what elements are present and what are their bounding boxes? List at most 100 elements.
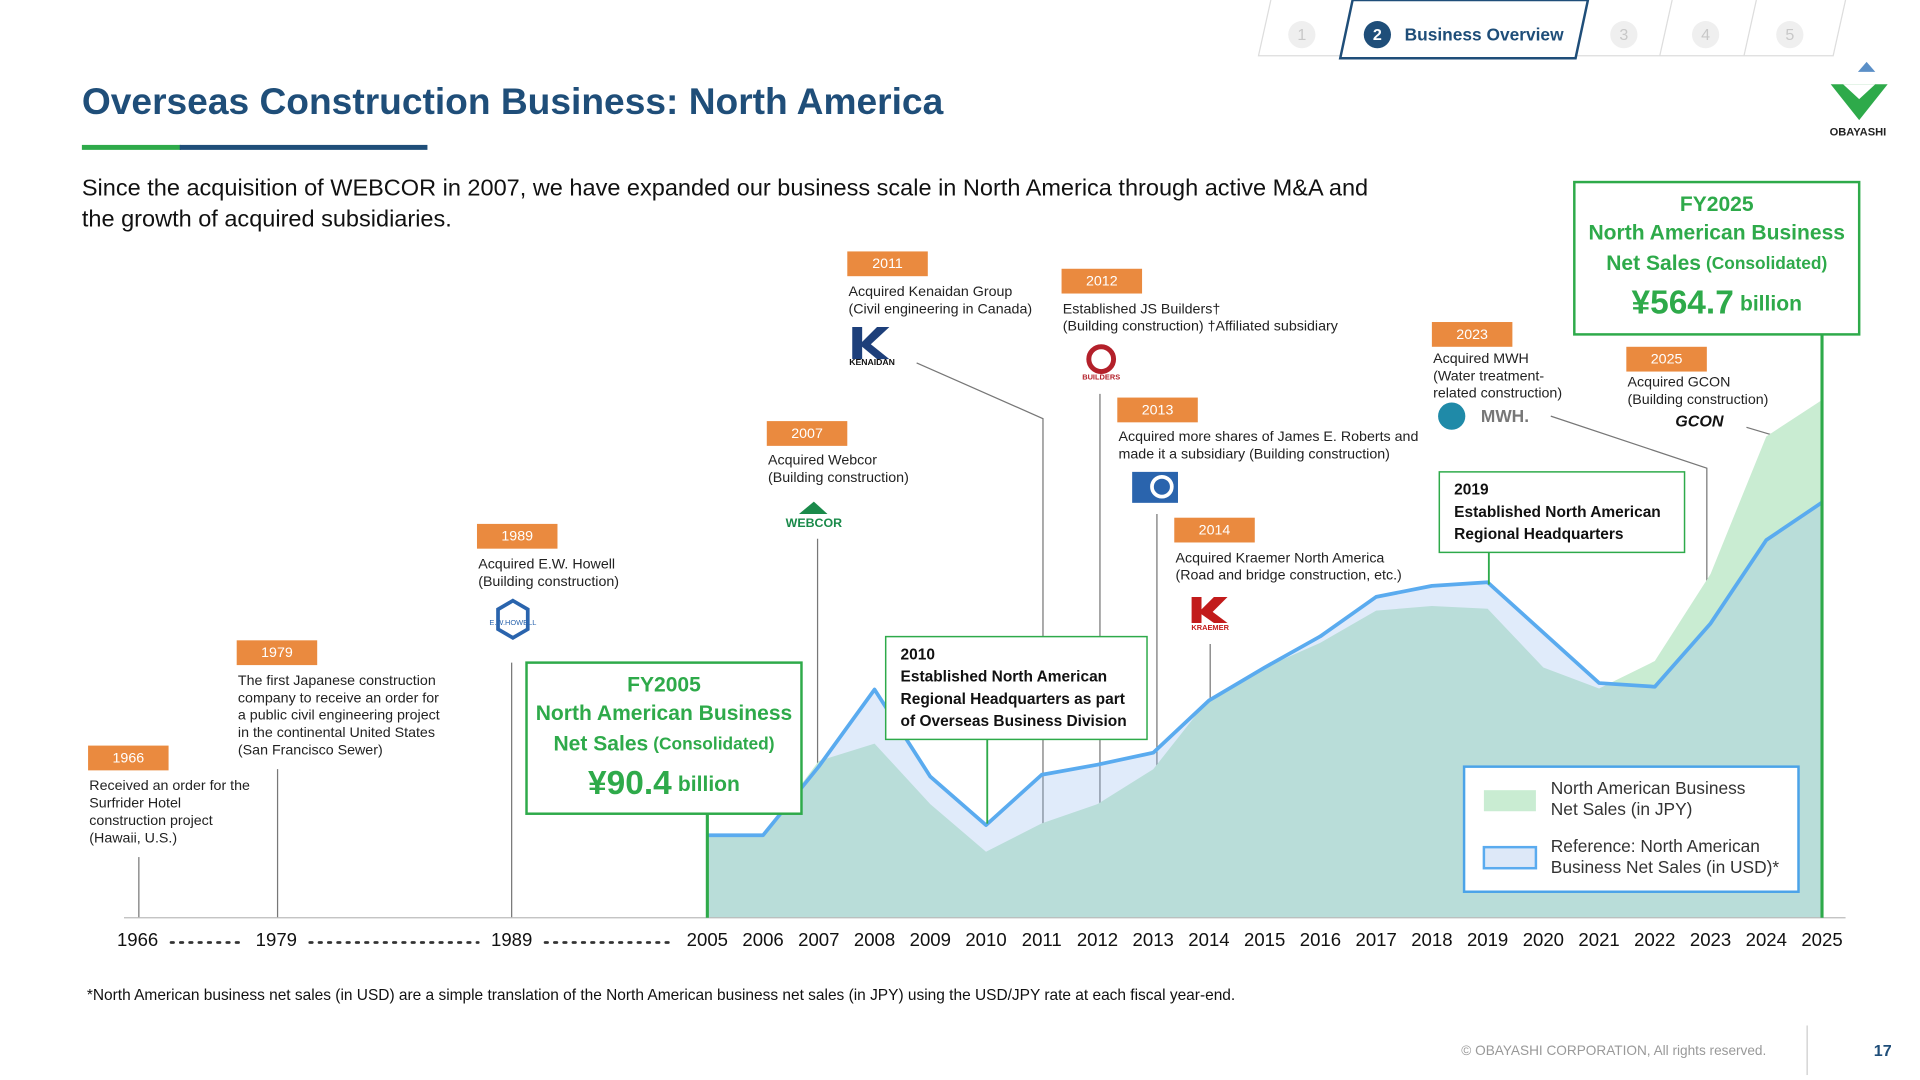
milestone-text: Regional Headquarters as part — [901, 691, 1125, 708]
active-tab[interactable] — [1338, 0, 1590, 60]
page-number: 17 — [1874, 1042, 1892, 1060]
event-text: Acquired Kenaidan Group — [849, 284, 1013, 300]
event-text: The first Japanese construction — [238, 673, 436, 689]
event-text: Acquired more shares of James E. Roberts… — [1119, 429, 1419, 445]
year-tag-label: 2025 — [1651, 352, 1683, 368]
legend-entry: North American Business Net Sales (in JP… — [1551, 778, 1746, 819]
logo-mark — [1830, 84, 1888, 121]
logo-graphic — [852, 326, 890, 360]
year-tag-label: 2013 — [1142, 402, 1174, 418]
x-tick-label: 1989 — [491, 929, 532, 950]
nav-tab[interactable] — [1363, 21, 1392, 49]
year-tag — [1431, 322, 1513, 347]
event-text: construction project — [89, 813, 212, 829]
year-tag — [476, 523, 558, 549]
nav-tab[interactable] — [1288, 21, 1316, 49]
copyright: © OBAYASHI CORPORATION, All rights reser… — [1461, 1043, 1766, 1058]
event-text: (Hawaii, U.S.) — [89, 830, 177, 846]
x-tick-label: 1966 — [117, 929, 158, 950]
company-logo: E.W.HOWELL — [489, 618, 536, 627]
x-tick-label: 2007 — [798, 929, 839, 950]
x-tick-label: 2008 — [854, 929, 895, 950]
x-tick-label: 2013 — [1133, 929, 1174, 950]
x-tick-label: 2014 — [1188, 929, 1229, 950]
milestone-text: 2019 — [1454, 482, 1489, 499]
milestone-text: Regional Headquarters — [1454, 526, 1623, 543]
event-text: (San Francisco Sewer) — [238, 742, 383, 758]
fy-basis: (Consolidated) — [1706, 252, 1827, 272]
subtitle: the growth of acquired subsidiaries. — [82, 206, 452, 232]
nav-tab[interactable] — [1610, 21, 1638, 49]
logo-mark — [1857, 61, 1876, 72]
milestone-box — [884, 635, 1148, 741]
milestone-text: 2010 — [901, 646, 935, 663]
x-tick-label: 2018 — [1411, 929, 1452, 950]
nav-divider — [1659, 0, 1673, 56]
fy-amount: ¥564.7 billion — [1632, 285, 1802, 322]
x-tick-label: 2025 — [1801, 929, 1842, 950]
company-logo: MWH. — [1481, 406, 1529, 426]
x-tick-label: 2010 — [965, 929, 1006, 950]
milestone-text: of Overseas Business Division — [901, 713, 1127, 730]
fy-amount: ¥90.4 — [588, 765, 672, 802]
event-text: Acquired Kraemer North America — [1176, 550, 1385, 566]
event-text: (Civil engineering in Canada) — [849, 301, 1033, 317]
x-tick-label: 2021 — [1578, 929, 1619, 950]
year-tag-label: 2012 — [1086, 274, 1118, 290]
event-text: (Water treatment- — [1433, 368, 1544, 384]
company-logo: KENAIDAN — [849, 357, 895, 367]
nav-tab-number: 1 — [1297, 26, 1306, 44]
x-tick-label: 2011 — [1022, 929, 1062, 950]
event-text: Acquired GCON — [1628, 374, 1731, 390]
logo-graphic — [1150, 474, 1174, 499]
nav-tab-number: 2 — [1373, 26, 1382, 44]
fy-callout — [1573, 180, 1861, 336]
x-tick-label: 1979 — [256, 929, 297, 950]
fy-label: FY2005 — [627, 674, 701, 697]
x-tick-label: 2012 — [1077, 929, 1118, 950]
year-tag — [766, 421, 848, 446]
fy-net-sales: Net Sales — [553, 732, 648, 755]
fy-net-sales: Net Sales (Consolidated) — [1606, 251, 1827, 274]
event-text: Surfrider Hotel — [89, 796, 181, 812]
legend-swatch — [1482, 845, 1538, 870]
event-text: Received an order for the — [89, 778, 250, 794]
event-text: Acquired E.W. Howell — [478, 557, 615, 573]
x-tick-label: 2016 — [1300, 929, 1341, 950]
company-logo: KRAEMER — [1191, 623, 1229, 632]
nav-tab-number: 3 — [1619, 26, 1628, 44]
x-tick-label: 2024 — [1746, 929, 1787, 950]
nav-tab[interactable] — [1691, 21, 1720, 49]
logo-graphic — [496, 598, 530, 640]
annotations: 1966 Received an order for the Surfrider H… — [88, 180, 1861, 893]
year-tag-label: 2011 — [872, 256, 903, 272]
nav-tab-number: 4 — [1701, 26, 1710, 44]
event-text: a public civil engineering project — [238, 708, 440, 724]
event-text: (Building construction) — [768, 470, 909, 486]
event-text: Established JS Builders† — [1063, 301, 1220, 317]
nav-tab[interactable] — [1776, 21, 1804, 49]
event-text: Acquired MWH — [1433, 351, 1529, 367]
year-tag — [1061, 268, 1143, 294]
fy-net-sales: Net Sales (Consolidated) — [553, 732, 774, 755]
milestone-text: Established North American — [1454, 504, 1661, 521]
x-tick-label: 2006 — [742, 929, 783, 950]
year-tag — [1117, 397, 1198, 423]
fy-amount: ¥564.7 — [1632, 285, 1734, 322]
milestone-box — [1438, 471, 1686, 554]
event-text: (Road and bridge construction, etc.) — [1176, 568, 1402, 584]
fy-unit: billion — [1740, 292, 1802, 315]
logo-text: OBAYASHI — [1830, 126, 1887, 138]
event-text: made it a subsidiary (Building construct… — [1119, 446, 1390, 462]
logo-graphic — [798, 501, 828, 514]
year-tag-label: 1979 — [261, 645, 293, 661]
year-tag — [236, 640, 318, 666]
x-tick-label: 2023 — [1690, 929, 1731, 950]
fy-unit: billion — [678, 773, 740, 796]
x-tick-label: 2009 — [910, 929, 951, 950]
nav-tab-number: 5 — [1785, 26, 1794, 44]
legend-swatch — [1483, 790, 1536, 812]
year-tag-label: 1989 — [501, 529, 533, 545]
